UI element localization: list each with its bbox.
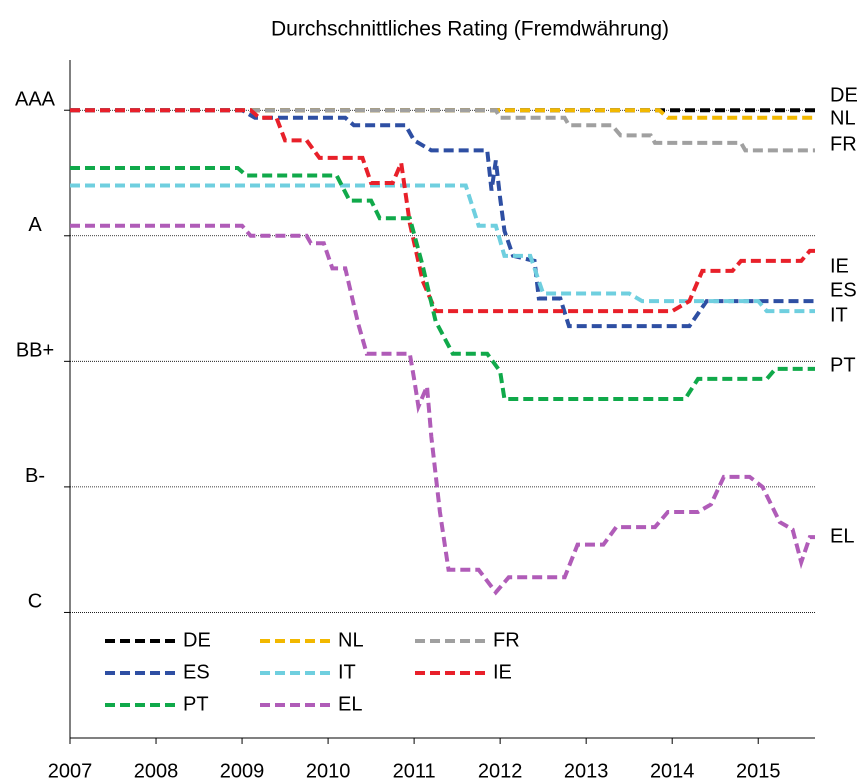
legend-label: EL xyxy=(338,693,362,715)
x-tick-label: 2008 xyxy=(134,760,179,782)
x-tick-label: 2010 xyxy=(306,760,351,782)
end-label: ES xyxy=(830,279,857,301)
legend-label: IE xyxy=(493,661,512,683)
x-tick-label: 2011 xyxy=(393,760,436,782)
series-line xyxy=(70,165,815,401)
x-tick-label: 2007 xyxy=(48,760,93,782)
chart-title: Durchschnittliches Rating (Fremdwährung) xyxy=(271,18,669,41)
x-tick-label: 2015 xyxy=(736,760,781,782)
end-label: NL xyxy=(830,107,856,129)
series-line xyxy=(70,108,815,314)
series-line xyxy=(70,108,815,329)
x-tick-label: 2012 xyxy=(478,760,523,782)
end-label: FR xyxy=(830,133,857,155)
x-tick-label: 2014 xyxy=(650,760,695,782)
legend-label: ES xyxy=(183,661,210,683)
legend-label: NL xyxy=(338,629,364,651)
legend-label: DE xyxy=(183,629,211,651)
series-line xyxy=(70,223,815,596)
legend-label: IT xyxy=(338,661,356,683)
end-label: DE xyxy=(830,84,858,106)
end-label: PT xyxy=(830,354,856,376)
x-tick-label: 2009 xyxy=(220,760,265,782)
y-tick-label: A xyxy=(28,214,42,236)
series-line xyxy=(70,183,815,314)
end-label: EL xyxy=(830,525,854,547)
legend-label: FR xyxy=(493,629,520,651)
end-label: IT xyxy=(830,304,848,326)
series-line xyxy=(70,108,815,153)
end-label: IE xyxy=(830,255,849,277)
legend-label: PT xyxy=(183,693,209,715)
y-tick-label: BB+ xyxy=(16,340,54,362)
y-tick-label: AAA xyxy=(15,89,56,111)
y-tick-label: C xyxy=(28,591,42,613)
y-tick-label: B- xyxy=(25,465,45,487)
x-tick-label: 2013 xyxy=(564,760,609,782)
